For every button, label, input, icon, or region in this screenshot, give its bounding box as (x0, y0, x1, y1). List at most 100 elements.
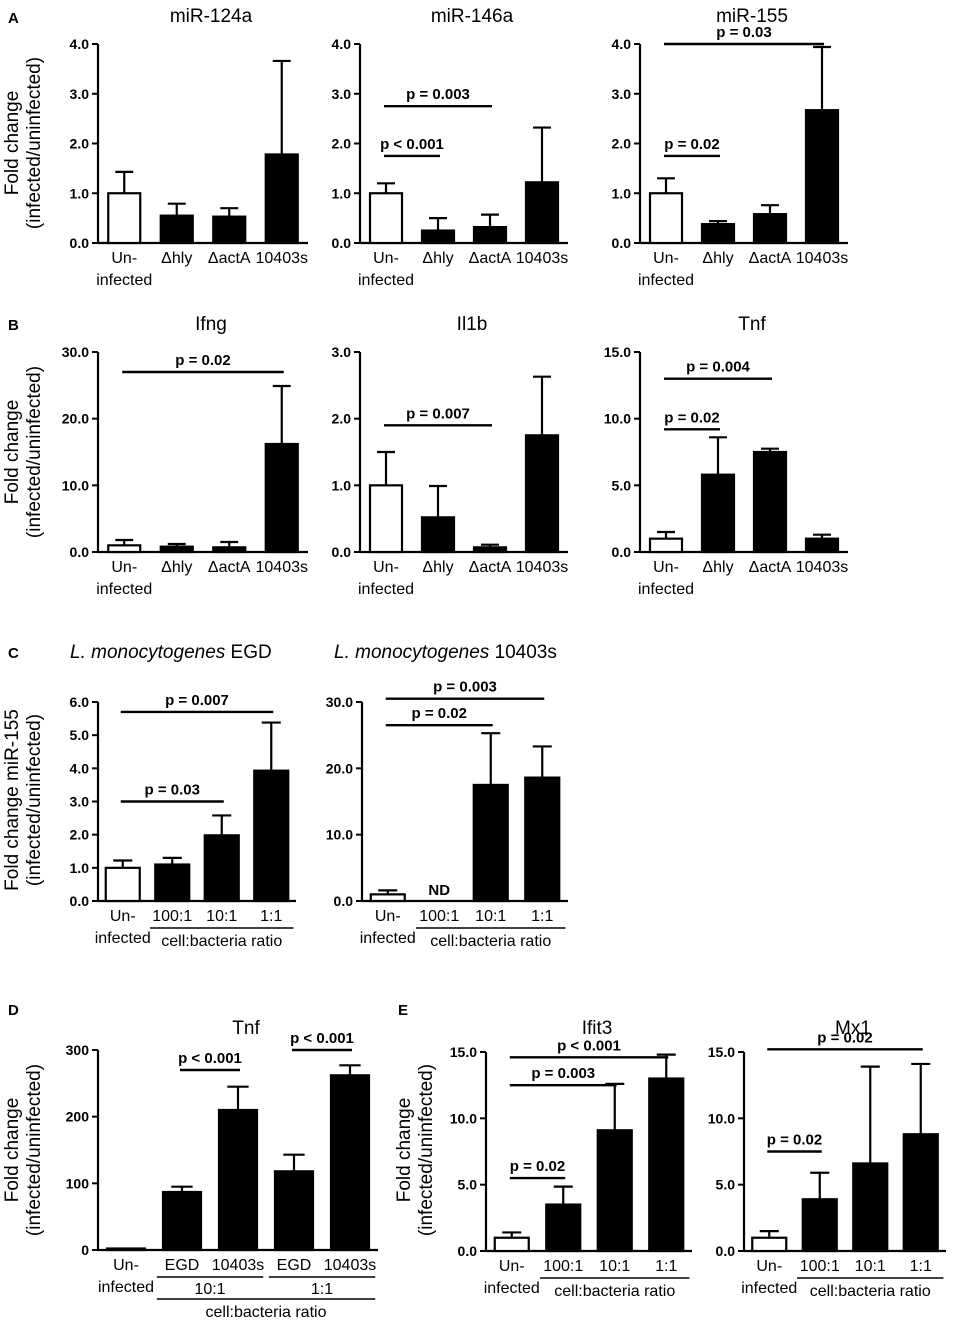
chart-title: Ifng (195, 314, 227, 335)
significance-label: p = 0.03 (716, 24, 771, 41)
chart-c1: L. monocytogenes EGD 0.0 1.0 2.0 3.0 4.0 5.0 6.… (70, 642, 296, 950)
bar (493, 1236, 530, 1253)
chart-title: L. monocytogenes EGD (70, 642, 272, 663)
significance-label: p < 0.001 (178, 1050, 242, 1067)
y-tick-label: 15.0 (604, 344, 631, 360)
y-tick-label: 1.0 (70, 185, 90, 201)
x-tick-label: infected (741, 1280, 797, 1297)
chart-d1: Tnf 0 100 200 300 Un-infected EGD 10403s EGD 1040… (66, 1018, 378, 1321)
chart-title: miR-155 (716, 6, 788, 27)
y-tick-label: 5.0 (70, 727, 90, 743)
ylabel-d-line1: Fold change (2, 1098, 23, 1203)
significance-label: p = 0.003 (531, 1065, 595, 1082)
significance-label: p = 0.02 (767, 1132, 822, 1149)
x-tick-label: ΔactA (749, 559, 792, 576)
ylabel-a: Fold change (infected/uninfected) (2, 57, 45, 229)
chart-title: Mx1 (835, 1018, 871, 1039)
y-tick-label: 100 (66, 1175, 90, 1191)
x-tick-label: 1:1 (531, 908, 553, 925)
y-tick-label: 10.0 (326, 827, 353, 843)
bar (751, 1236, 788, 1253)
group-label: cell:bacteria ratio (161, 933, 282, 950)
bar (368, 484, 404, 554)
y-tick-label: 10.0 (604, 411, 631, 427)
y-tick-label: 0.0 (716, 1243, 736, 1259)
chart-title-rest: EGD (225, 642, 271, 663)
y-tick-label: 6.0 (70, 694, 90, 710)
chart-a1: miR-124a 0.0 1.0 2.0 3.0 4.0 Un-infected Δhly Δa… (70, 6, 308, 289)
x-tick-label: 10:1 (206, 908, 237, 925)
y-tick-label: 10.0 (450, 1110, 477, 1126)
chart-a3: miR-155 0.0 1.0 2.0 3.0 4.0 Un-infected Δhly Δac… (612, 6, 849, 289)
ylabel-a-line1: Fold change (2, 91, 23, 196)
y-tick-label: 3.0 (612, 86, 632, 102)
x-tick-label: 100:1 (419, 908, 459, 925)
x-tick-label: ΔactA (208, 559, 251, 576)
chart-title-rest: 10403s (489, 642, 557, 663)
bar (273, 1170, 315, 1252)
x-tick-label: 10:1 (475, 908, 506, 925)
y-tick-label: 300 (66, 1042, 90, 1058)
x-tick-label: Δhly (702, 559, 733, 576)
y-tick-label: 0.0 (70, 235, 90, 251)
x-tick-label: Un- (111, 559, 137, 576)
bar (801, 1198, 838, 1253)
group-label: cell:bacteria ratio (206, 1304, 327, 1321)
x-tick-label: infected (358, 272, 414, 289)
bar (203, 834, 240, 903)
bar (159, 545, 194, 554)
bar (420, 516, 456, 554)
significance-label: p = 0.02 (510, 1158, 565, 1175)
significance-label: p = 0.03 (145, 782, 200, 799)
bar (264, 153, 299, 245)
bar (329, 1074, 371, 1252)
x-tick-label: Un- (373, 250, 399, 267)
bar (596, 1129, 633, 1253)
y-tick-label: 3.0 (332, 86, 352, 102)
x-tick-label: infected (96, 581, 152, 598)
bar (524, 181, 560, 245)
x-tick-label: infected (638, 581, 694, 598)
chart-b2: Il1b 0.0 1.0 2.0 3.0 Un-infected Δhly ΔactA 1040… (332, 314, 569, 598)
bar (420, 229, 456, 245)
y-tick-label: 2.0 (70, 827, 90, 843)
bar (648, 1077, 685, 1253)
y-tick-label: 10.0 (708, 1110, 735, 1126)
bar (472, 225, 508, 245)
x-tick-label: ΔactA (749, 250, 792, 267)
bar (902, 1133, 939, 1253)
y-tick-label: 5.0 (458, 1177, 478, 1193)
y-tick-label: 0.0 (334, 893, 354, 909)
nd-label: ND (428, 882, 450, 899)
x-tick-label: Un- (653, 559, 679, 576)
y-tick-label: 4.0 (70, 36, 90, 52)
x-tick-label: infected (358, 581, 414, 598)
group-label: cell:bacteria ratio (554, 1283, 675, 1300)
x-tick-label: 10403s (324, 1257, 377, 1274)
x-tick-label: 100:1 (800, 1258, 840, 1275)
x-tick-label: 1:1 (260, 908, 282, 925)
x-tick-label: Un- (375, 908, 401, 925)
y-tick-label: 4.0 (332, 36, 352, 52)
y-tick-label: 1.0 (332, 185, 352, 201)
panel-label-e: E (398, 1002, 408, 1019)
significance-label: p = 0.007 (406, 405, 470, 422)
ylabel-d: Fold change (infected/uninfected) (2, 1064, 45, 1236)
group-label: cell:bacteria ratio (810, 1283, 931, 1300)
bar (545, 1203, 582, 1253)
ylabel-e-line2: (infected/uninfected) (416, 1064, 437, 1236)
panel-label-d: D (8, 1002, 19, 1019)
chart-title: L. monocytogenes 10403s (334, 642, 557, 663)
bar (107, 192, 142, 245)
ylabel-c-line1: Fold change miR-155 (2, 709, 23, 891)
bar (700, 473, 736, 554)
y-tick-label: 0.0 (70, 893, 90, 909)
x-tick-label: Un- (113, 1257, 139, 1274)
x-tick-label: Δhly (422, 559, 453, 576)
bar (700, 222, 736, 245)
bar (107, 544, 142, 554)
ylabel-d-line2: (infected/uninfected) (24, 1064, 45, 1236)
significance-label: p = 0.02 (664, 136, 719, 153)
